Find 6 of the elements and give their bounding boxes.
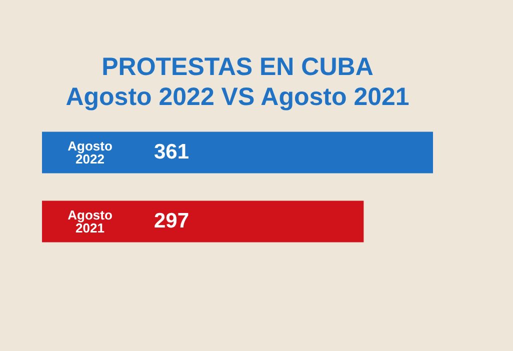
text: PROTESTAS EN CUBA bbox=[102, 53, 374, 81]
y-tick-label: Agosto 2022 bbox=[68, 138, 112, 166]
data-label: 297 bbox=[154, 210, 190, 232]
y-tick-label: Agosto 2021 bbox=[68, 208, 112, 236]
text: Agosto 2022 VS Agosto 2021 bbox=[66, 83, 410, 111]
data-label: 361 bbox=[154, 140, 190, 164]
